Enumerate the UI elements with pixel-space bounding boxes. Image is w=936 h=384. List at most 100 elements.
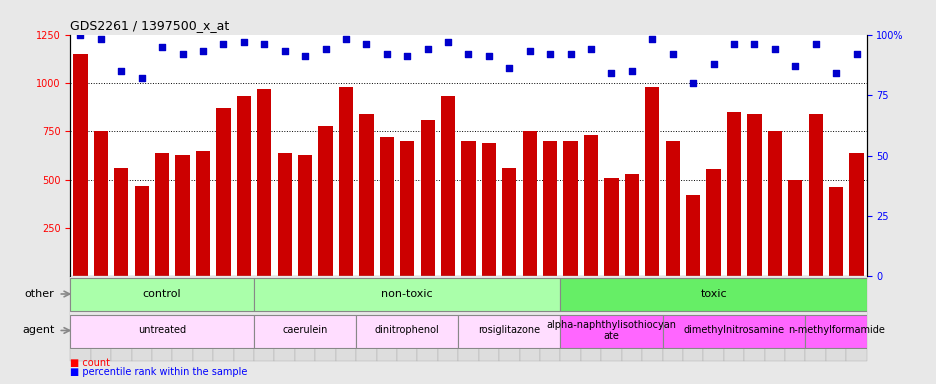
Bar: [358, 114, 373, 276]
Bar: [254, 278, 560, 311]
Text: dinitrophenol: dinitrophenol: [374, 326, 439, 336]
FancyBboxPatch shape: [560, 276, 580, 361]
Bar: [624, 174, 638, 276]
FancyBboxPatch shape: [601, 276, 621, 361]
Point: [215, 41, 230, 47]
Point: [154, 44, 169, 50]
Bar: [461, 141, 475, 276]
Point: [604, 70, 619, 76]
Point: [644, 36, 659, 43]
Point: [236, 39, 251, 45]
Text: GSM127078: GSM127078: [547, 279, 552, 321]
Point: [665, 51, 680, 57]
Text: alpha-naphthylisothiocyan
ate: alpha-naphthylisothiocyan ate: [546, 319, 676, 341]
Text: GSM127067: GSM127067: [424, 279, 431, 321]
Text: untreated: untreated: [138, 326, 186, 336]
Point: [481, 53, 496, 60]
Text: GSM127063: GSM127063: [751, 279, 756, 321]
FancyBboxPatch shape: [356, 276, 376, 361]
FancyBboxPatch shape: [233, 276, 254, 361]
Bar: [135, 185, 149, 276]
Bar: [73, 54, 88, 276]
Bar: [356, 315, 458, 348]
Text: GSM127082: GSM127082: [139, 279, 144, 321]
Point: [502, 65, 517, 71]
Point: [685, 80, 700, 86]
Text: GSM127085: GSM127085: [199, 279, 206, 321]
FancyBboxPatch shape: [825, 276, 845, 361]
Bar: [339, 87, 353, 276]
Point: [767, 46, 782, 52]
FancyBboxPatch shape: [437, 276, 458, 361]
Bar: [441, 96, 455, 276]
FancyBboxPatch shape: [580, 276, 601, 361]
Bar: [560, 278, 866, 311]
Bar: [196, 151, 210, 276]
Bar: [767, 131, 782, 276]
Bar: [420, 120, 434, 276]
Bar: [216, 108, 230, 276]
Text: agent: agent: [22, 326, 54, 336]
Bar: [543, 141, 557, 276]
Bar: [662, 315, 805, 348]
Point: [298, 53, 313, 60]
Text: GSM127073: GSM127073: [853, 279, 858, 321]
Text: GSM127077: GSM127077: [526, 279, 533, 321]
FancyBboxPatch shape: [458, 276, 478, 361]
Bar: [400, 141, 414, 276]
Point: [848, 51, 863, 57]
Point: [256, 41, 271, 47]
Bar: [254, 315, 356, 348]
Bar: [379, 137, 393, 276]
FancyBboxPatch shape: [621, 276, 641, 361]
FancyBboxPatch shape: [335, 276, 356, 361]
Text: GSM127058: GSM127058: [343, 279, 348, 321]
FancyBboxPatch shape: [519, 276, 539, 361]
Text: GSM127065: GSM127065: [384, 279, 389, 321]
Bar: [237, 96, 251, 276]
Text: GSM127055: GSM127055: [282, 279, 287, 321]
Text: GSM127076: GSM127076: [505, 279, 512, 321]
Bar: [154, 152, 169, 276]
Text: GSM127054: GSM127054: [261, 279, 267, 321]
FancyBboxPatch shape: [805, 276, 825, 361]
Text: GSM127051: GSM127051: [607, 279, 614, 321]
Text: GSM127053: GSM127053: [649, 279, 654, 321]
Text: GSM127057: GSM127057: [322, 279, 329, 321]
FancyBboxPatch shape: [254, 276, 274, 361]
Text: GSM127084: GSM127084: [180, 279, 185, 321]
Point: [175, 51, 190, 57]
Point: [113, 68, 128, 74]
Text: GSM127071: GSM127071: [812, 279, 818, 321]
Bar: [665, 141, 680, 276]
Bar: [481, 143, 495, 276]
FancyBboxPatch shape: [723, 276, 743, 361]
Text: GSM127083: GSM127083: [159, 279, 165, 321]
Bar: [114, 168, 128, 276]
Bar: [685, 195, 699, 276]
FancyBboxPatch shape: [539, 276, 560, 361]
Text: GSM127062: GSM127062: [730, 279, 737, 321]
Bar: [805, 315, 866, 348]
Bar: [70, 278, 254, 311]
FancyBboxPatch shape: [397, 276, 417, 361]
Text: non-toxic: non-toxic: [381, 289, 432, 299]
Text: ■ count: ■ count: [70, 358, 110, 368]
Text: GSM127072: GSM127072: [832, 279, 839, 321]
FancyBboxPatch shape: [764, 276, 784, 361]
Point: [583, 46, 598, 52]
Bar: [808, 114, 822, 276]
FancyBboxPatch shape: [743, 276, 764, 361]
FancyBboxPatch shape: [70, 276, 91, 361]
Text: caerulein: caerulein: [282, 326, 328, 336]
Text: GSM127074: GSM127074: [465, 279, 471, 321]
Bar: [828, 187, 842, 276]
Point: [563, 51, 578, 57]
Text: GSM127050: GSM127050: [588, 279, 593, 321]
Point: [317, 46, 332, 52]
FancyBboxPatch shape: [376, 276, 397, 361]
Point: [73, 31, 88, 38]
Point: [706, 61, 721, 67]
Bar: [175, 154, 189, 276]
Text: GSM127049: GSM127049: [567, 279, 573, 321]
